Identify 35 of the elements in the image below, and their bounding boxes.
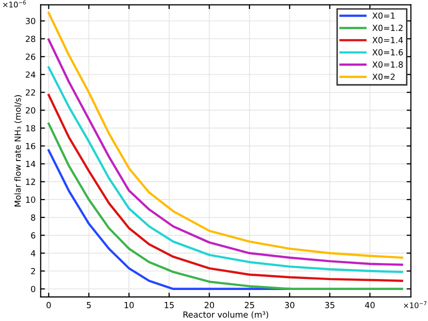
y-tick-label: 4 <box>30 250 36 256</box>
x-tick-label: 25 <box>244 302 254 308</box>
y-axis-title: Molar flow rate NH₃ (mol/s) <box>14 95 22 206</box>
y-tick-label: 8 <box>31 214 36 221</box>
y-tick-label: 24 <box>26 71 36 78</box>
x-tick-label: 5 <box>86 302 91 308</box>
legend-label: X0=1 <box>372 12 395 19</box>
y-tick-label: 10 <box>26 196 36 203</box>
x-tick-label: 10 <box>124 302 134 308</box>
x-tick-label: 35 <box>325 302 334 308</box>
y-tick-label: 28 <box>26 36 36 42</box>
legend-label: X0=1.6 <box>372 49 403 56</box>
x-axis-title: Reactor volume (m³) <box>184 311 268 319</box>
legend-label: X0=1.8 <box>372 61 403 68</box>
x-tick-label: 0 <box>46 302 51 308</box>
y-tick-label: 14 <box>26 160 36 167</box>
x-tick-label: 30 <box>284 302 294 308</box>
y-tick-label: 6 <box>31 232 36 239</box>
line-series <box>48 122 404 290</box>
y-tick-label: 16 <box>26 142 36 150</box>
x-tick-label: 40 <box>365 302 375 308</box>
y-tick-label: 30 <box>26 18 36 24</box>
line-series <box>48 94 404 282</box>
y-tick-label: 2 <box>31 268 35 274</box>
x-tick-label: 20 <box>204 302 214 308</box>
legend-label: X0=1.2 <box>372 24 403 31</box>
y-tick-label: 26 <box>26 54 36 60</box>
legend-label: X0=1.4 <box>372 36 403 44</box>
y-tick-label: 22 <box>26 89 35 96</box>
x-tick-label: 15 <box>164 302 174 308</box>
y-tick-label: 18 <box>26 125 36 132</box>
legend-label: X0=2 <box>372 74 395 80</box>
y-tick-label: 20 <box>26 107 36 114</box>
y-tick-label: 12 <box>26 178 35 185</box>
y-tick-label: 0 <box>31 286 36 292</box>
